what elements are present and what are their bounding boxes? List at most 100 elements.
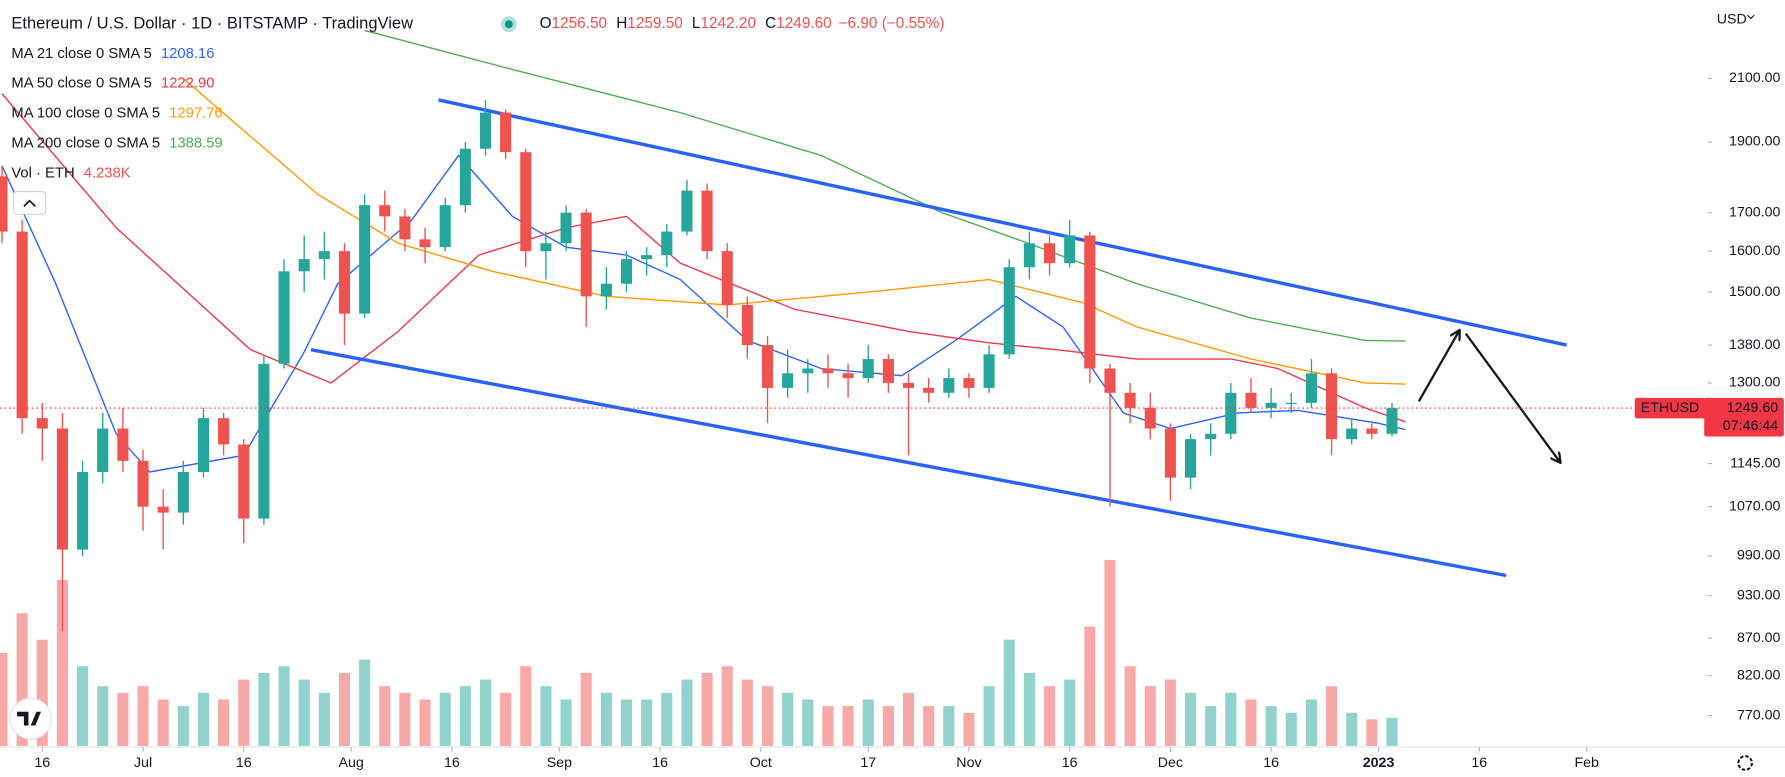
candle-body [761, 345, 774, 388]
volume-bar [1023, 672, 1035, 746]
volume-bar [500, 692, 512, 746]
volume-bar [943, 706, 955, 746]
candle-body [902, 382, 915, 388]
x-tick-label: Jul [134, 755, 152, 771]
x-tick-label: 16 [1471, 755, 1487, 771]
legend-name: Vol · ETH [11, 165, 74, 181]
volume-bar [0, 652, 8, 746]
y-tick-label: 870.00 [1737, 630, 1781, 646]
candle-body [1245, 392, 1257, 408]
volume-bar [97, 686, 109, 746]
trend-line [310, 347, 1507, 578]
candle-body [540, 243, 552, 252]
volume-bar [459, 686, 471, 746]
volume-bar [1205, 706, 1217, 746]
x-tick-label: Oct [750, 755, 772, 771]
candle-body [177, 471, 189, 513]
candle-body [1164, 428, 1176, 478]
y-tick-label: 990.00 [1737, 548, 1781, 564]
volume-bar [761, 686, 774, 746]
volume-bar [238, 679, 250, 746]
candle-body [580, 212, 592, 297]
x-tick-label: Sep [547, 755, 572, 771]
candle-body [802, 368, 814, 374]
volume-bar [802, 699, 814, 746]
candle-body [318, 251, 330, 260]
legend-name: MA 100 close 0 SMA 5 [11, 105, 160, 121]
legend-name: MA 50 close 0 SMA 5 [11, 76, 152, 92]
volume-bar [16, 613, 28, 746]
currency: USD [1717, 11, 1747, 27]
volume-bar [1185, 692, 1197, 746]
volume-bar [963, 712, 975, 746]
price-badge [1704, 397, 1784, 437]
volume-bar [117, 692, 129, 746]
x-tick-label: Dec [1158, 755, 1183, 771]
collapse-button[interactable] [13, 190, 47, 215]
volume-bar [1003, 639, 1015, 746]
volume-bar [1386, 717, 1398, 746]
candle-body [1124, 392, 1136, 408]
candle-body [439, 205, 451, 248]
symbol-title: Ethereum / U.S. Dollar · 1D · BITSTAMP ·… [11, 15, 413, 33]
volume-bar [842, 706, 854, 746]
candle-body [97, 428, 109, 472]
volume-bar [1084, 626, 1096, 746]
arrow [1417, 331, 1459, 402]
y-tick-label: 820.00 [1737, 667, 1781, 683]
candle-body [379, 205, 391, 217]
candle-body [238, 444, 250, 519]
volume-bar [359, 659, 371, 746]
candle-body [862, 359, 874, 379]
candle-body [399, 216, 411, 240]
volume-bar [983, 686, 995, 746]
volume-bar [218, 699, 230, 746]
volume-bar [1265, 706, 1277, 746]
volume-bar [923, 706, 935, 746]
candle-body [943, 378, 955, 393]
x-tick-label: 16 [1062, 755, 1078, 771]
legend-entry: MA 21 close 0 SMA 5 1208.16 [11, 46, 214, 62]
volume-bar [902, 692, 915, 746]
ohlc-value: 1249.60 [776, 15, 832, 32]
legend-entry: Vol · ETH 4.238K [11, 165, 130, 181]
candle-body [500, 112, 512, 153]
candle-body [137, 460, 149, 507]
volume-bar [318, 692, 330, 746]
ohlc-key: C [765, 15, 776, 32]
symbol-label: ETHUSD [1641, 400, 1699, 416]
volume-bar [520, 666, 532, 746]
candle-body [1366, 428, 1378, 434]
volume-bar [1305, 699, 1317, 746]
candle-body [197, 418, 210, 472]
candle-body [1084, 235, 1096, 369]
volume-bar [379, 686, 391, 746]
symbol-badge [1634, 397, 1706, 419]
legend-name: MA 200 close 0 SMA 5 [11, 135, 160, 151]
x-tick-label: Aug [339, 755, 364, 771]
y-tick-label: 1300.00 [1729, 375, 1780, 391]
tv-logo-mark [17, 711, 41, 726]
volume-bar [882, 706, 894, 746]
candle-body [923, 387, 935, 393]
tv-logo[interactable] [9, 697, 52, 740]
volume-bar [661, 692, 673, 746]
candle-body [600, 283, 612, 297]
volume-bar [439, 692, 451, 746]
countdown-label: 07:46:44 [1723, 418, 1778, 434]
candle-body [1003, 267, 1015, 355]
legend-value: 1208.16 [161, 46, 214, 62]
candle-body [842, 373, 854, 379]
settings-icon[interactable] [1737, 755, 1754, 771]
candle-body [157, 506, 169, 513]
candle-body [661, 231, 673, 256]
volume-bar [479, 679, 492, 746]
y-tick-label: 1380.00 [1729, 337, 1780, 353]
currency-caret[interactable] [1747, 14, 1755, 20]
candle-body [1305, 373, 1317, 403]
legend-value: 1388.59 [169, 135, 222, 151]
legend-entry: MA 50 close 0 SMA 5 1222.90 [11, 76, 214, 92]
candle-body [1104, 368, 1116, 393]
volume-bar [1225, 692, 1237, 746]
candle-body [1265, 402, 1277, 408]
